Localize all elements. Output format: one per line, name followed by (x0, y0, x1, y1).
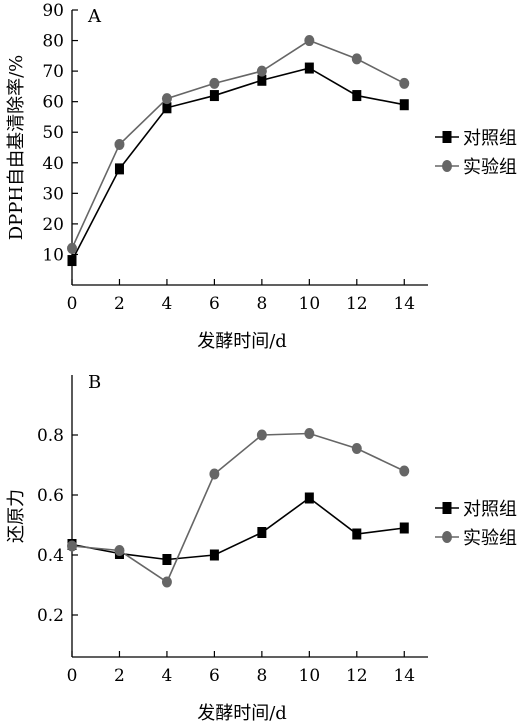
data-point-circle (399, 77, 410, 89)
data-point-square (162, 554, 172, 565)
legend-marker-square (442, 502, 452, 514)
x-tick-label: 6 (209, 666, 220, 686)
data-point-square (399, 99, 409, 111)
y-tick-label: 40 (42, 154, 64, 174)
data-point-square (162, 102, 172, 114)
y-tick-label: 70 (42, 62, 64, 82)
data-point-circle (161, 93, 172, 105)
data-point-circle (67, 242, 77, 254)
legend-marker-circle (442, 531, 452, 543)
data-point-circle (161, 576, 172, 588)
data-point-circle (256, 429, 267, 441)
y-tick-label: 60 (42, 93, 64, 113)
y-tick-label: 20 (42, 215, 64, 235)
data-point-square (399, 522, 409, 534)
data-point-square (209, 90, 219, 102)
legend-label: 实验组 (463, 157, 517, 178)
y-tick-label: 90 (42, 1, 64, 21)
series-line-2 (71, 432, 405, 584)
x-tick-label: 0 (67, 666, 78, 686)
y-tick-label: 0.2 (37, 606, 64, 626)
series-line-1 (71, 67, 405, 261)
x-tick-label: 14 (393, 294, 415, 314)
data-point-circle (114, 138, 125, 150)
data-point-circle (304, 428, 315, 439)
x-axis-title: 发酵时间/d (197, 703, 287, 723)
legend-marker-circle (442, 160, 452, 172)
data-point-square (67, 255, 77, 267)
x-tick-label: 2 (114, 666, 125, 686)
data-point-square (257, 74, 267, 86)
chart-panel-a: 10 20 30 40 50 60 70 80 90 0 2 4 6 8 10 12 14 A 发酵时间/d DPPH… (6, 1, 517, 352)
y-tick-label: 80 (42, 32, 64, 52)
data-point-circle (399, 465, 410, 477)
legend-label: 对照组 (463, 499, 517, 520)
data-point-circle (351, 53, 362, 65)
y-tick-label: 10 (42, 245, 64, 265)
x-tick-label: 4 (162, 666, 173, 686)
y-tick-label: 0.6 (37, 486, 64, 506)
data-point-square (114, 163, 124, 175)
data-point-circle (304, 35, 315, 47)
x-tick-label: 10 (299, 666, 321, 686)
data-point-circle (114, 545, 125, 556)
data-point-square (352, 528, 362, 540)
x-tick-label: 12 (346, 666, 368, 686)
series-line-2 (71, 39, 405, 249)
data-point-circle (351, 443, 362, 454)
y-axis-title: DPPH自由基清除率/% (6, 55, 27, 241)
data-point-square (257, 527, 267, 538)
y-axis-title: 还原力 (6, 489, 27, 543)
x-tick-label: 4 (162, 294, 173, 314)
legend-marker-square (442, 131, 452, 143)
y-tick-label: 0.8 (37, 426, 64, 446)
legend-label: 实验组 (463, 528, 517, 549)
x-tick-label: 2 (114, 294, 125, 314)
panel-label: B (88, 372, 101, 393)
series-line-1 (71, 497, 405, 561)
data-point-square (304, 62, 314, 74)
x-tick-label: 0 (67, 294, 78, 314)
data-point-circle (209, 77, 220, 89)
legend-label: 对照组 (463, 128, 517, 149)
data-point-circle (209, 468, 220, 480)
y-tick-label: 30 (42, 184, 64, 204)
panel-label: A (87, 6, 102, 27)
x-tick-label: 14 (393, 666, 415, 686)
x-tick-label: 6 (209, 294, 220, 314)
y-tick-label: 0.4 (37, 546, 64, 566)
x-axis-title: 发酵时间/d (197, 331, 287, 352)
x-tick-label: 8 (256, 294, 267, 314)
data-point-circle (67, 540, 77, 552)
data-point-square (304, 492, 314, 504)
data-point-square (352, 90, 362, 102)
x-tick-label: 12 (346, 294, 368, 314)
data-point-square (209, 549, 219, 561)
x-tick-label: 8 (256, 666, 267, 686)
x-tick-label: 10 (299, 294, 321, 314)
y-tick-label: 50 (42, 123, 64, 143)
data-point-circle (256, 65, 267, 77)
